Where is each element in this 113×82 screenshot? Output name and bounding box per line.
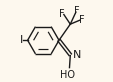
Text: F: F (73, 6, 79, 16)
Text: HO: HO (59, 70, 74, 80)
Text: I: I (19, 35, 23, 45)
Text: F: F (59, 9, 65, 19)
Text: N: N (72, 50, 80, 60)
Text: F: F (78, 15, 84, 25)
